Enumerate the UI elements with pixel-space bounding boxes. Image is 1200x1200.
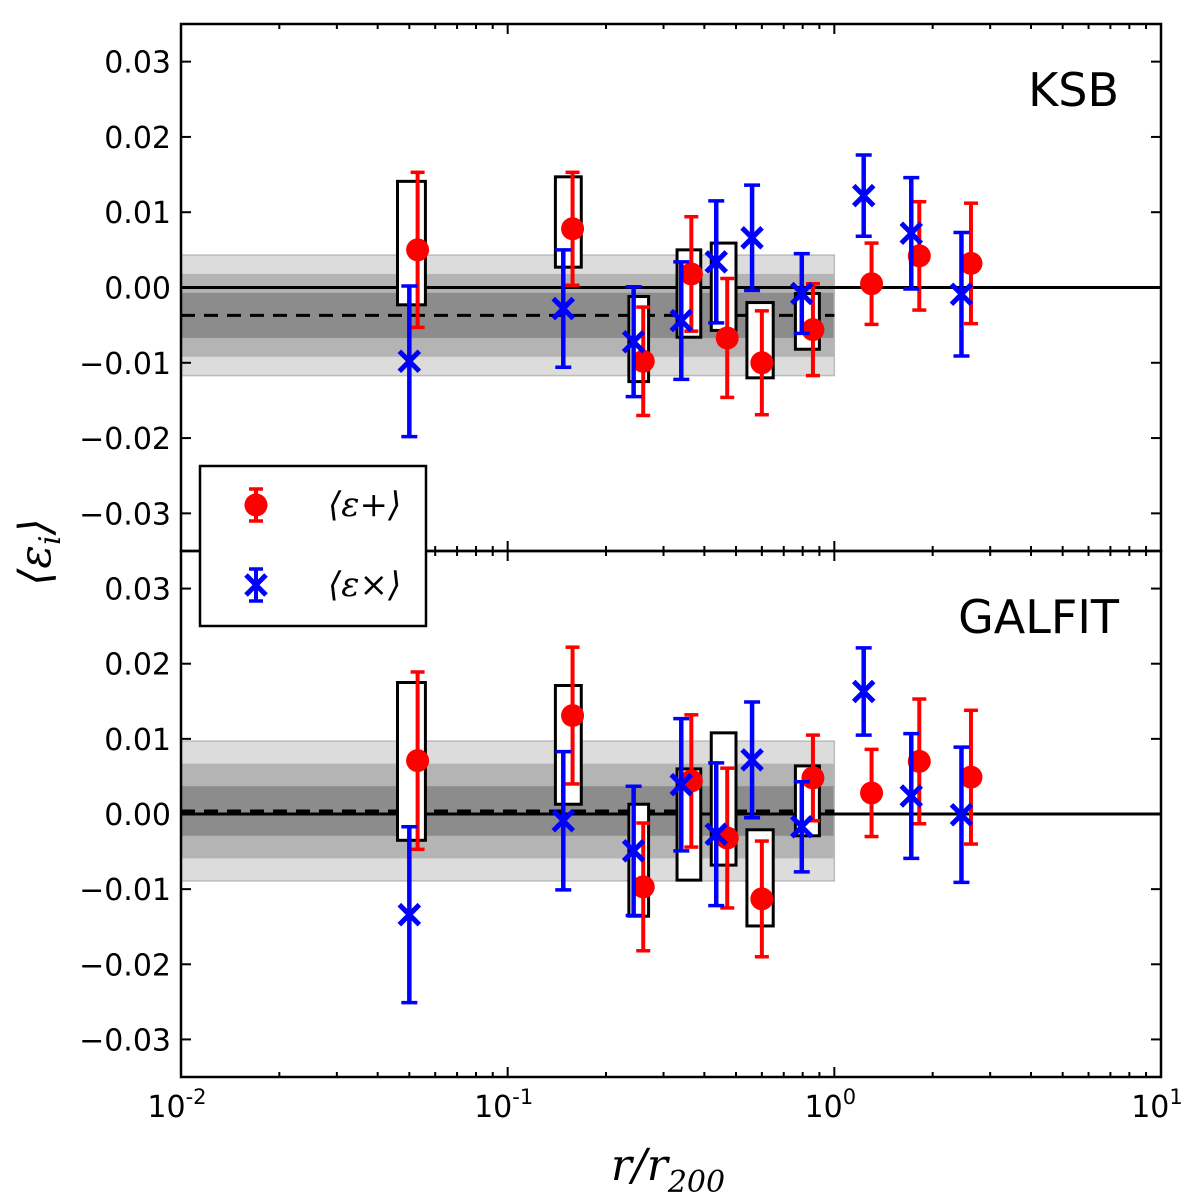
xtick-label-0: 10-2	[147, 1085, 206, 1125]
legend-entry-eps_plus: ⟨ε+⟩	[244, 485, 401, 525]
legend-marker-eps_cross	[244, 573, 268, 597]
panel-ksb: 0.03 0.02 0.01 0.00 −0.01 −0.02 −0.03 KSB	[79, 22, 1163, 553]
ksb-eps_cross-point-9	[949, 282, 974, 307]
galfit-eps_cross-point-1	[551, 808, 576, 833]
ksb-eps_cross-point-5	[740, 226, 764, 250]
xtick-label-1: 10-1	[474, 1085, 533, 1125]
galfit-panel-label: GALFIT	[958, 590, 1120, 644]
ksb-eps_cross-point-1	[551, 296, 576, 321]
galfit-eps_plus-point-2	[631, 875, 655, 899]
ksb-eps_cross-point-4	[704, 250, 729, 274]
legend-label-eps_plus: ⟨ε+⟩	[328, 485, 401, 525]
galfit-eps_cross-point-5	[740, 748, 764, 772]
galfit-eps_cross-point-7	[851, 679, 876, 704]
galfit-eps_plus-point-0	[406, 749, 430, 773]
ksb-plot-area	[181, 153, 1161, 439]
x-axis-label: r/r200	[611, 1140, 725, 1200]
xtick-label-base: 10	[1131, 1090, 1169, 1125]
galfit-eps_cross-point-8	[899, 784, 924, 808]
ksb-ytick-label-1: 0.02	[104, 121, 171, 156]
ksb-ytick-label-6: −0.03	[79, 497, 171, 532]
galfit-eps_cross-point-6	[790, 815, 814, 839]
ksb-eps_plus-point-9	[959, 251, 983, 275]
xtick-label-base: 10	[805, 1090, 843, 1125]
ksb-ytick-label-2: 0.01	[104, 196, 171, 231]
galfit-ytick-label-2: 0.01	[104, 723, 171, 758]
galfit-band-outline	[181, 740, 836, 882]
y-axis-label-base: ⟨ε	[10, 545, 61, 586]
galfit-frame	[179, 549, 1163, 1079]
galfit-eps_cross-point-0	[397, 902, 422, 927]
ksb-ytick-label-5: −0.02	[79, 422, 171, 457]
y-axis-label-sub: i	[33, 535, 68, 545]
galfit-ytick-label-4: −0.01	[79, 873, 171, 908]
xtick-label-3: 101	[1131, 1085, 1183, 1125]
ksb-eps_cross-point-3	[669, 308, 694, 333]
xtick-label-exponent: -2	[186, 1085, 207, 1109]
galfit-eps_cross-point-2	[621, 839, 646, 863]
ksb-ytick-label-0: 0.03	[104, 46, 171, 81]
galfit-eps_plus-point-6	[801, 766, 825, 790]
galfit-ytick-label-6: −0.03	[79, 1023, 171, 1058]
axis-labels: r/r200 ⟨εi⟩	[10, 518, 725, 1200]
galfit-ytick-label-3: 0.00	[104, 798, 171, 833]
ksb-panel-label: KSB	[1028, 63, 1119, 117]
galfit-eps_plus-point-1	[561, 704, 585, 728]
ksb-eps_plus-point-3	[679, 262, 703, 286]
xtick-label-2: 100	[805, 1085, 857, 1125]
xtick-label-base: 10	[474, 1090, 512, 1125]
galfit-eps_cross-point-9	[949, 802, 974, 827]
ksb-band-outline	[181, 254, 836, 377]
legend-marker-eps_plus	[244, 493, 268, 517]
galfit-eps_plus-point-5	[750, 887, 774, 911]
xtick-label-exponent: 0	[843, 1085, 856, 1109]
xtick-label-exponent: -1	[512, 1085, 533, 1109]
xtick-label-base: 10	[147, 1090, 185, 1125]
ksb-eps_plus-point-0	[406, 238, 430, 262]
ksb-eps_cross-point-8	[899, 221, 924, 246]
legend-label-eps_cross: ⟨ε×⟩	[328, 565, 401, 605]
ksb-eps_plus-point-6	[801, 318, 825, 342]
ksb-ytick-label-4: −0.01	[79, 347, 171, 382]
galfit-eps_plus-point-9	[959, 765, 983, 789]
ksb-eps_plus-point-5	[750, 351, 774, 375]
ksb-eps_plus-point-1	[561, 217, 585, 241]
ksb-eps_plus-point-7	[860, 272, 884, 296]
ksb-eps_plus-point-4	[715, 326, 739, 350]
galfit-ytick-label-0: 0.03	[104, 573, 171, 608]
galfit-eps_plus-point-7	[860, 781, 884, 805]
xtick-label-exponent: 1	[1169, 1085, 1182, 1109]
galfit-eps_cross-point-3	[669, 772, 694, 797]
galfit-ytick-label-1: 0.02	[104, 648, 171, 683]
legend-entry-eps_cross: ⟨ε×⟩	[244, 565, 401, 605]
ksb-eps_plus-point-2	[631, 349, 655, 373]
ksb-eps_cross-point-7	[851, 183, 876, 208]
legend-frame	[198, 464, 428, 628]
galfit-eps_plus-point-8	[907, 749, 931, 773]
galfit-ytick-label-5: −0.02	[79, 948, 171, 983]
x-axis-label-sub: 200	[667, 1165, 725, 1200]
galfit-box-1	[553, 684, 583, 806]
x-axis-label-base: r/r	[611, 1140, 671, 1191]
ksb-eps_cross-point-0	[397, 349, 422, 374]
ksb-ytick-label-3: 0.00	[104, 272, 171, 307]
y-axis-label-close: ⟩	[10, 518, 61, 536]
galfit-plot-area	[181, 645, 1161, 1005]
y-axis-label: ⟨εi⟩	[10, 518, 68, 586]
ksb-eps_cross-point-2	[621, 329, 646, 354]
legend: ⟨ε+⟩ ⟨ε×⟩	[198, 464, 428, 628]
ksb-eps_cross-point-6	[790, 281, 814, 306]
ksb-eps_plus-point-8	[907, 244, 931, 268]
galfit-eps_cross-point-4	[704, 822, 729, 847]
